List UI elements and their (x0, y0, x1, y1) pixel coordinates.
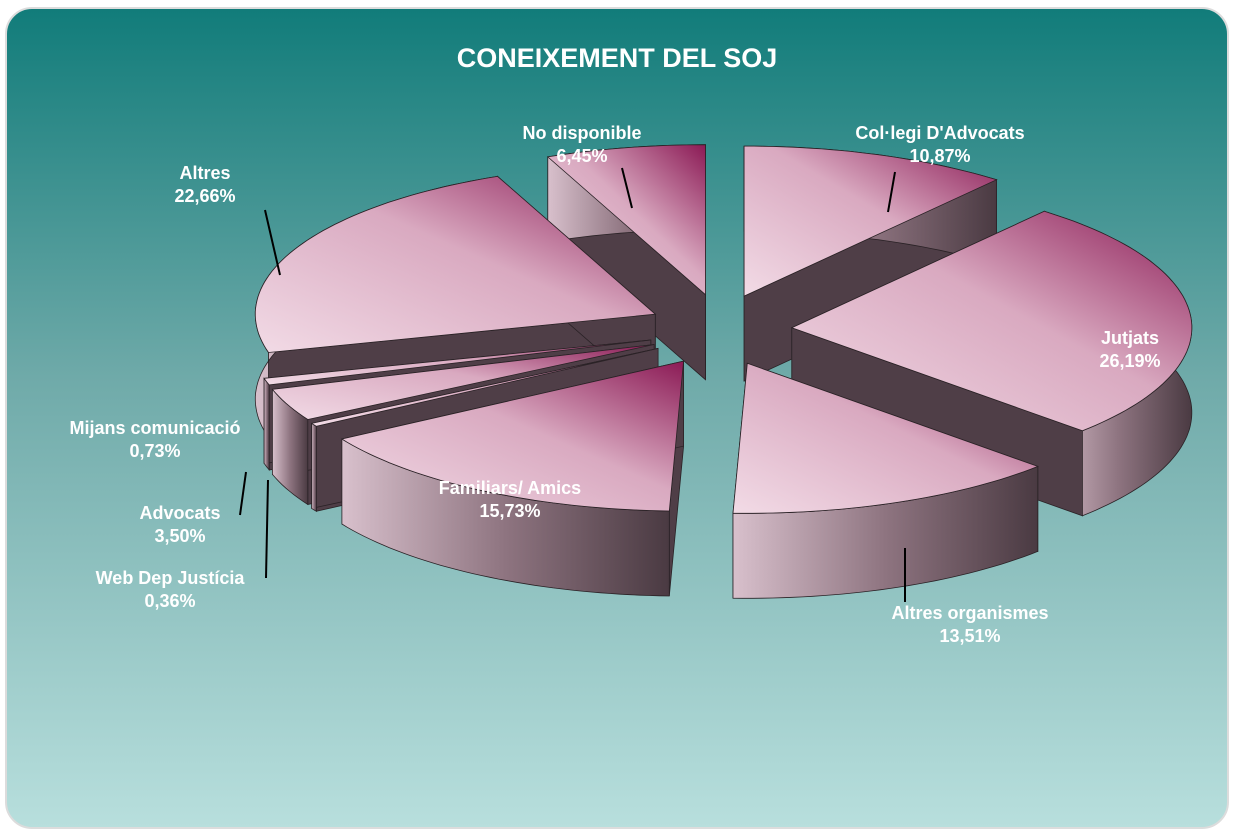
slice-label: No disponible (523, 123, 642, 143)
value-label: 10,87% (909, 146, 970, 166)
slice (743, 145, 998, 297)
leader-line (264, 209, 281, 276)
value-label: 13,51% (939, 626, 1000, 646)
slice-label: Col·legi D'Advocats (855, 123, 1024, 143)
slice-side (263, 377, 270, 472)
slice (732, 362, 1039, 514)
value-label: 26,19% (1099, 351, 1160, 371)
leader-line (621, 167, 633, 209)
slice (263, 339, 651, 386)
slice-label: Jutjats (1101, 328, 1159, 348)
slice-label: Advocats (139, 503, 220, 523)
slice-label: Altres organismes (891, 603, 1048, 623)
chart-title: CONEIXEMENT DEL SOJ (457, 43, 778, 73)
slice (546, 144, 706, 296)
slice (790, 210, 1193, 432)
value-label: 6,45% (556, 146, 607, 166)
value-label: 15,73% (479, 501, 540, 521)
value-label: 0,36% (144, 591, 195, 611)
slice-side (311, 422, 317, 512)
leader-line (265, 479, 269, 579)
value-label: 3,50% (154, 526, 205, 546)
leader-line (239, 471, 247, 516)
slice (254, 175, 657, 353)
slice (271, 344, 655, 420)
slice-label: Mijans comunicació (69, 418, 240, 438)
slice-label: Web Dep Justícia (96, 568, 246, 588)
slice-label: Altres (179, 163, 230, 183)
pie (254, 144, 1193, 599)
slice (340, 360, 685, 512)
value-label: 0,73% (129, 441, 180, 461)
slice-label: Familiars/ Amics (439, 478, 581, 498)
value-label: 22,66% (174, 186, 235, 206)
labels: Col·legi D'Advocats 10,87% Jutjats 26,19% Al… (69, 123, 1160, 646)
slice (310, 348, 659, 427)
leader-line (887, 171, 896, 213)
